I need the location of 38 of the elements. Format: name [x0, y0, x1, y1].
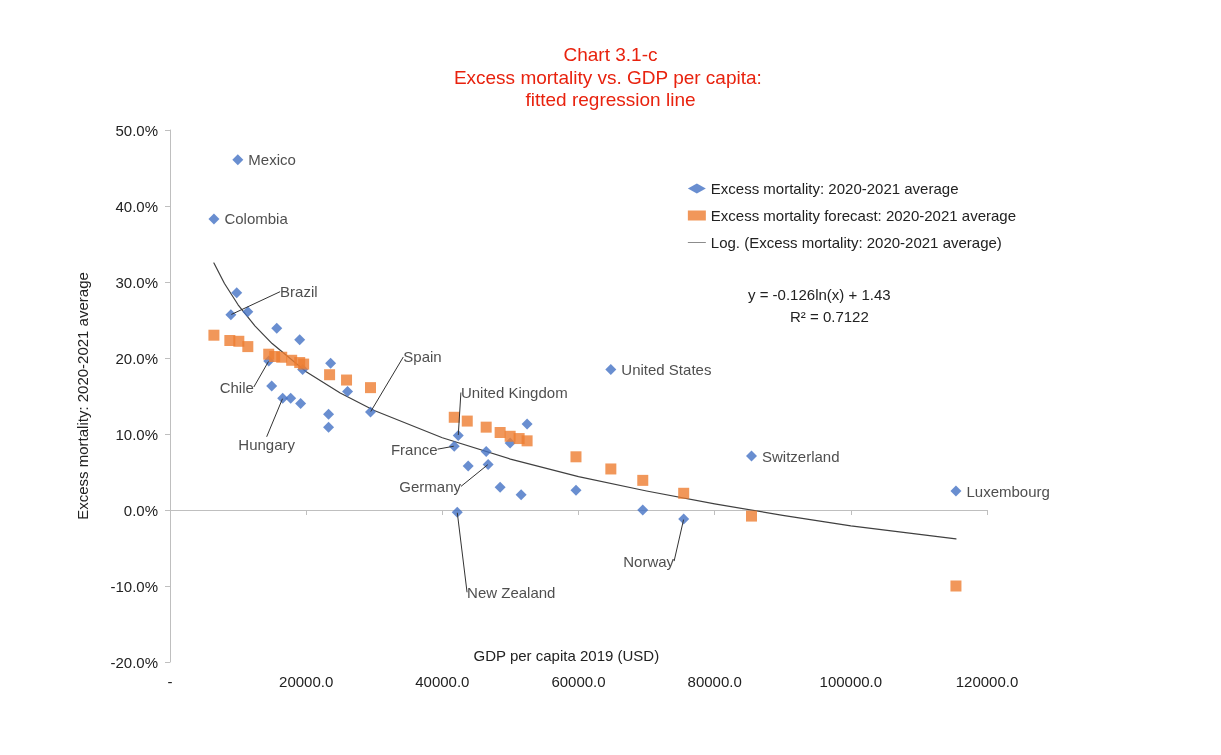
annotation: Brazil: [280, 283, 318, 301]
chart-title: Chart 3.1-c: [563, 44, 658, 65]
x-tick-label: 20000.0: [279, 673, 334, 690]
y-tick-label: 30.0%: [115, 273, 158, 291]
legend-label: Excess mortality: 2020-2021 average: [710, 180, 959, 197]
annotation: Hungary: [238, 435, 296, 453]
y-tick-label: 0.0%: [123, 501, 158, 519]
annotation: Luxembourg: [966, 482, 1050, 500]
x-tick-label: -: [167, 673, 173, 690]
annotation: Mexico: [248, 151, 296, 169]
y-tick-label: 10.0%: [115, 425, 158, 443]
x-tick-label: 40000.0: [415, 673, 470, 690]
annotation: Spain: [403, 348, 442, 366]
annotation: R² = 0.7122: [790, 308, 869, 325]
chart-subtitle: Excess mortality vs. GDP per capita: fitted regression line: [453, 66, 768, 110]
annotation: United Kingdom: [460, 384, 568, 402]
annotation: Switzerland: [762, 447, 840, 465]
y-tick-label: -20.0%: [110, 653, 158, 671]
annotation: Chile: [219, 378, 254, 396]
y-tick-label: 40.0%: [115, 197, 158, 215]
y-axis-title: Excess mortality: 2020-2021 average: [74, 272, 91, 520]
annotation: Colombia: [224, 210, 289, 228]
annotation: New Zealand: [467, 583, 556, 601]
y-tick-label: 50.0%: [115, 121, 158, 139]
x-tick-label: 60000.0: [551, 673, 606, 690]
x-tick-label: 120000.0: [955, 673, 1019, 690]
y-tick-label: -10.0%: [110, 577, 158, 595]
x-tick-label: 80000.0: [687, 673, 742, 690]
annotation: France: [390, 440, 438, 458]
x-tick-label: 100000.0: [819, 673, 883, 690]
annotation: Germany: [399, 477, 462, 495]
x-axis-title: GDP per capita 2019 (USD): [473, 647, 660, 664]
legend-label: Log. (Excess mortality: 2020-2021 average): [710, 234, 1002, 251]
annotation: Norway: [623, 552, 675, 570]
annotation: y = -0.126ln(x) + 1.43: [748, 286, 891, 303]
legend-label: Excess mortality forecast: 2020-2021 average: [710, 207, 1016, 224]
annotation: United States: [621, 360, 712, 378]
y-tick-label: 20.0%: [115, 349, 158, 367]
